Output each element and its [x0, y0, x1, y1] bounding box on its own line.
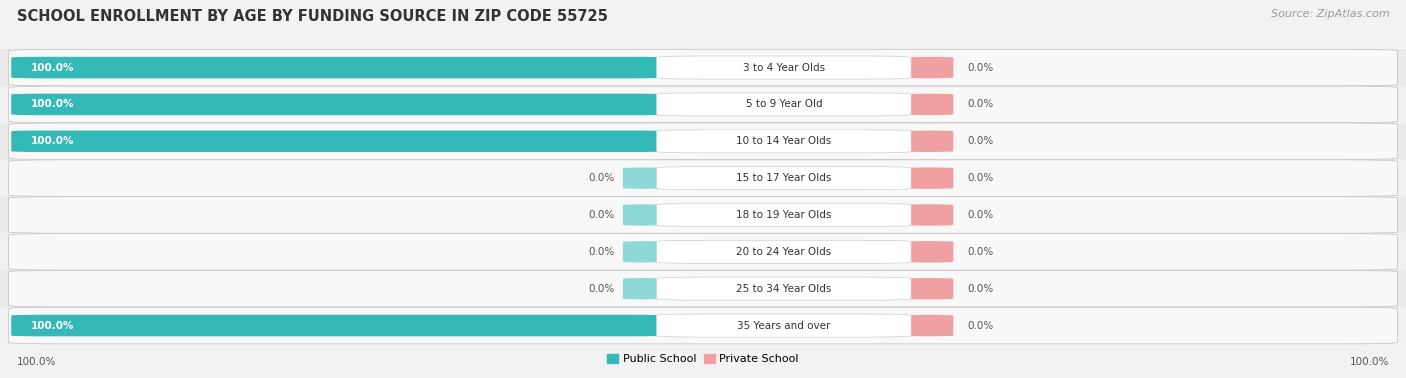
Bar	[0, 197, 1406, 234]
Text: 0.0%: 0.0%	[967, 63, 994, 73]
FancyBboxPatch shape	[904, 94, 953, 115]
FancyBboxPatch shape	[8, 307, 1398, 344]
FancyBboxPatch shape	[8, 197, 1398, 233]
FancyBboxPatch shape	[904, 278, 953, 299]
Text: 0.0%: 0.0%	[588, 173, 614, 183]
Text: 100.0%: 100.0%	[31, 63, 75, 73]
Bar	[0, 86, 1406, 123]
Text: 100.0%: 100.0%	[17, 357, 56, 367]
Text: 5 to 9 Year Old: 5 to 9 Year Old	[745, 99, 823, 109]
Text: 100.0%: 100.0%	[31, 99, 75, 109]
Text: 100.0%: 100.0%	[1350, 357, 1389, 367]
FancyBboxPatch shape	[8, 86, 1398, 123]
FancyBboxPatch shape	[657, 130, 911, 153]
Text: 0.0%: 0.0%	[967, 284, 994, 294]
FancyBboxPatch shape	[904, 204, 953, 226]
FancyBboxPatch shape	[657, 167, 911, 190]
Bar	[0, 160, 1406, 197]
FancyBboxPatch shape	[623, 204, 664, 226]
FancyBboxPatch shape	[904, 241, 953, 263]
Text: 15 to 17 Year Olds: 15 to 17 Year Olds	[737, 173, 831, 183]
Text: 0.0%: 0.0%	[588, 210, 614, 220]
Text: SCHOOL ENROLLMENT BY AGE BY FUNDING SOURCE IN ZIP CODE 55725: SCHOOL ENROLLMENT BY AGE BY FUNDING SOUR…	[17, 9, 607, 25]
Text: 18 to 19 Year Olds: 18 to 19 Year Olds	[737, 210, 831, 220]
FancyBboxPatch shape	[623, 241, 664, 263]
FancyBboxPatch shape	[8, 49, 1398, 86]
Bar	[0, 307, 1406, 344]
Text: 0.0%: 0.0%	[967, 321, 994, 330]
FancyBboxPatch shape	[8, 234, 1398, 270]
Bar	[0, 123, 1406, 160]
FancyBboxPatch shape	[623, 167, 664, 189]
Text: 20 to 24 Year Olds: 20 to 24 Year Olds	[737, 247, 831, 257]
Bar	[0, 234, 1406, 270]
FancyBboxPatch shape	[657, 314, 911, 337]
FancyBboxPatch shape	[8, 270, 1398, 307]
Text: 0.0%: 0.0%	[967, 247, 994, 257]
Text: 0.0%: 0.0%	[967, 173, 994, 183]
Text: 100.0%: 100.0%	[31, 136, 75, 146]
Text: 3 to 4 Year Olds: 3 to 4 Year Olds	[742, 63, 825, 73]
FancyBboxPatch shape	[904, 167, 953, 189]
Text: 0.0%: 0.0%	[967, 136, 994, 146]
Text: 35 Years and over: 35 Years and over	[737, 321, 831, 330]
Text: 25 to 34 Year Olds: 25 to 34 Year Olds	[737, 284, 831, 294]
FancyBboxPatch shape	[11, 315, 664, 336]
FancyBboxPatch shape	[657, 277, 911, 300]
Legend: Public School, Private School: Public School, Private School	[603, 349, 803, 369]
Text: 0.0%: 0.0%	[967, 99, 994, 109]
FancyBboxPatch shape	[904, 315, 953, 336]
FancyBboxPatch shape	[11, 130, 664, 152]
FancyBboxPatch shape	[657, 240, 911, 263]
Text: 0.0%: 0.0%	[967, 210, 994, 220]
FancyBboxPatch shape	[8, 123, 1398, 160]
Text: Source: ZipAtlas.com: Source: ZipAtlas.com	[1271, 9, 1389, 19]
FancyBboxPatch shape	[623, 278, 664, 299]
FancyBboxPatch shape	[904, 130, 953, 152]
Text: 10 to 14 Year Olds: 10 to 14 Year Olds	[737, 136, 831, 146]
Text: 0.0%: 0.0%	[588, 247, 614, 257]
FancyBboxPatch shape	[904, 57, 953, 78]
Bar	[0, 270, 1406, 307]
Text: 0.0%: 0.0%	[588, 284, 614, 294]
FancyBboxPatch shape	[8, 160, 1398, 197]
FancyBboxPatch shape	[11, 94, 664, 115]
FancyBboxPatch shape	[657, 203, 911, 226]
Bar	[0, 49, 1406, 86]
FancyBboxPatch shape	[11, 57, 664, 78]
Text: 100.0%: 100.0%	[31, 321, 75, 330]
FancyBboxPatch shape	[657, 93, 911, 116]
FancyBboxPatch shape	[657, 56, 911, 79]
